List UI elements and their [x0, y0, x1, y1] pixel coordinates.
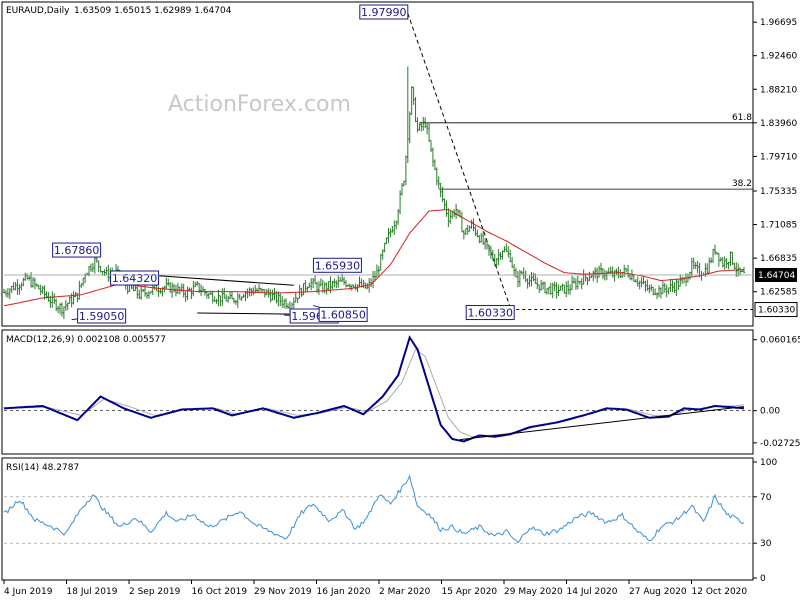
macd-line	[3, 335, 745, 443]
x-tick-label: 2 Mar 2020	[379, 587, 431, 597]
fib-level-label: 61.8	[732, 113, 752, 123]
x-tick-label: 27 Aug 2020	[629, 587, 687, 597]
price-y-tick-label: 1.92460	[760, 52, 797, 62]
macd-trend-line	[459, 406, 745, 441]
price-y-tick-label: 1.79710	[760, 152, 797, 162]
current-price-text: 1.64704	[758, 271, 795, 281]
x-tick-label: 16 Jan 2020	[317, 587, 371, 597]
x-tick-label: 16 Oct 2019	[192, 587, 248, 597]
watermark: ActionForex.com	[168, 92, 351, 117]
price-annotation-box	[110, 270, 160, 286]
fibonacci-levels: 61.8 38.2	[419, 113, 753, 190]
x-tick-label: 2 Sep 2019	[129, 587, 181, 597]
price-y-tick-label: 1.62585	[760, 288, 797, 298]
macd-lines	[3, 335, 753, 443]
x-tick-label: 15 Apr 2020	[442, 587, 498, 597]
price-y-tick-label: 1.96695	[760, 18, 797, 28]
rsi-y-axis: 100 70 30 0	[753, 458, 777, 584]
price-annotation-label: 1.64320	[112, 272, 158, 285]
price-annotation-box	[465, 305, 515, 321]
x-axis: 4 Jun 2019 18 Jul 2019 2 Sep 2019 16 Oct 20…	[3, 580, 748, 597]
macd-panel: MACD(12,26,9) 0.002108 0.005577 0.060165…	[1, 329, 800, 455]
rsi-y-tick-label: 30	[760, 539, 772, 549]
macd-y-axis: 0.060165 0.00 -0.02725	[753, 336, 800, 449]
rsi-y-tick-label: 0	[760, 574, 766, 584]
rsi-lines	[3, 474, 753, 544]
price-y-tick-label: 1.75335	[760, 187, 797, 197]
rsi-y-tick-label: 100	[760, 458, 777, 468]
support-price-text: 1.60330	[758, 306, 795, 316]
price-annotation-label: 1.67860	[54, 244, 100, 257]
x-tick-label: 12 Oct 2020	[692, 587, 748, 597]
price-panel-frame	[1, 1, 754, 327]
price-panel: EURAUD,Daily 1.63509 1.65015 1.62989 1.6…	[1, 1, 798, 327]
price-y-tick-label: 1.83960	[760, 119, 797, 129]
x-tick-label: 29 May 2020	[504, 587, 563, 597]
price-annotation-label: 1.97990	[361, 6, 407, 19]
current-price-tag	[755, 267, 797, 282]
price-y-tick-label: 1.66835	[760, 254, 797, 264]
price-annotation-label: 1.59050	[79, 310, 125, 323]
macd-y-tick-label: 0.060165	[760, 336, 800, 346]
price-annotation-label: 1.60330	[467, 307, 513, 320]
rsi-y-tick-label: 70	[760, 493, 772, 503]
price-annotation-box	[312, 257, 362, 273]
macd-y-tick-label: 0.00	[760, 407, 780, 417]
rsi-panel-frame	[1, 457, 754, 581]
price-y-axis: 1.96695 1.92460 1.88210 1.83960 1.79710 1.753…	[753, 18, 797, 298]
chart-header-symbol: EURAUD,Daily	[6, 6, 70, 16]
fib-level-label: 38.2	[732, 179, 752, 189]
price-y-tick-label: 1.88210	[760, 85, 797, 95]
price-tags: 1.64704 1.60330	[4, 267, 798, 318]
x-tick-label: 14 Jul 2020	[567, 587, 618, 597]
macd-title: MACD(12,26,9) 0.002108 0.005577	[6, 335, 166, 345]
macd-y-tick-label: -0.02725	[760, 439, 800, 449]
price-annotation-box	[318, 306, 368, 322]
x-tick-label: 4 Jun 2019	[4, 587, 53, 597]
support-price-tag	[754, 302, 798, 318]
macd-panel-frame	[1, 329, 754, 455]
rsi-title: RSI(14) 48.2787	[6, 463, 79, 473]
price-annotation-label: 1.60850	[320, 308, 366, 321]
price-annotation-box	[52, 242, 102, 258]
x-tick-label: 18 Jul 2019	[67, 587, 118, 597]
rsi-line	[3, 474, 745, 544]
trend-line-upper	[158, 275, 294, 286]
rsi-panel: RSI(14) 48.2787 100 70 30 0	[1, 457, 777, 584]
chart-header-ohlc: 1.63509 1.65015 1.62989 1.64704	[74, 6, 232, 16]
price-y-tick-label: 1.71085	[760, 221, 797, 231]
price-annotation-box	[77, 308, 127, 324]
price-annotation-label: 1.65930	[315, 259, 361, 272]
x-tick-label: 29 Nov 2019	[254, 587, 312, 597]
price-annotation-box	[359, 4, 409, 20]
